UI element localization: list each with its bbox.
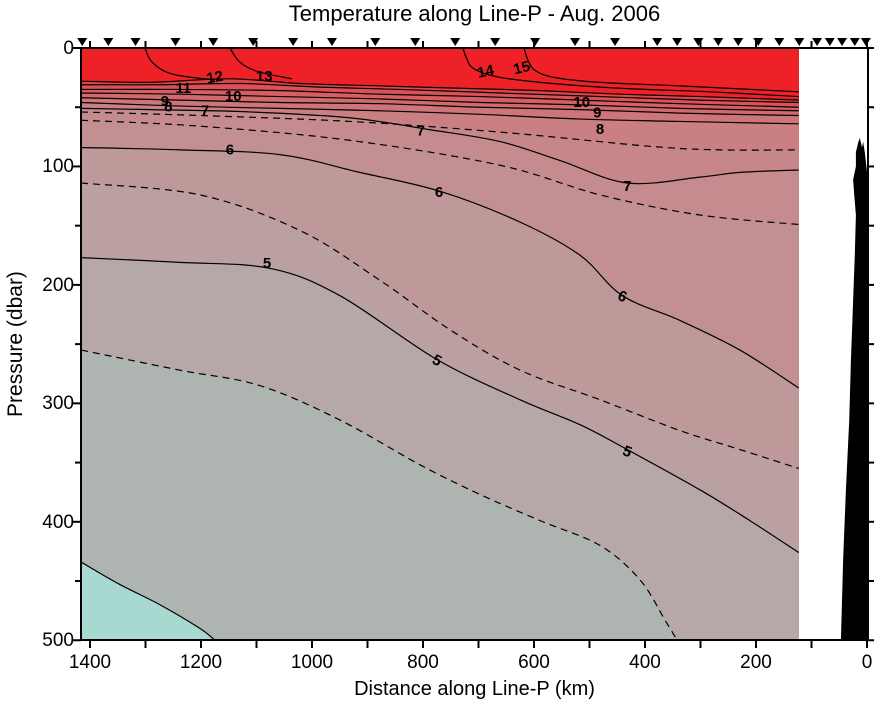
contour-label: 11	[175, 80, 191, 97]
station-marker-icon	[794, 38, 805, 46]
contour-label: 10	[573, 94, 590, 111]
chart-title: Temperature along Line-P - Aug. 2006	[288, 1, 661, 26]
station-marker-icon	[672, 38, 683, 46]
x-axis-label: Distance along Line-P (km)	[354, 678, 595, 700]
station-marker-icon	[450, 38, 461, 46]
contour-line-5	[81, 257, 800, 554]
y-tick-label: 100	[42, 156, 74, 178]
contour-line-8	[81, 101, 799, 125]
surface-outcrop-line-0	[144, 47, 215, 81]
bathymetry-silhouette	[840, 138, 868, 641]
y-tick-label: 500	[42, 630, 74, 652]
contour-line-14	[462, 47, 799, 98]
contour-line-13	[81, 78, 799, 101]
station-marker-icon	[713, 38, 724, 46]
station-marker-icon	[693, 38, 704, 46]
contour-line-6	[81, 146, 800, 389]
station-marker-icon	[812, 38, 823, 46]
station-marker-icon	[208, 38, 219, 46]
x-tick-label: 1400	[68, 652, 112, 673]
station-marker-icon	[837, 38, 848, 46]
station-marker-icon	[130, 38, 141, 46]
contour-line-15	[523, 47, 799, 93]
x-tick-label: 0	[861, 652, 873, 673]
y-tick-label: 400	[42, 511, 74, 533]
contour-label: 8	[596, 121, 604, 138]
contour-label: 10	[225, 88, 242, 105]
station-marker-icon	[77, 38, 88, 46]
contour-label: 13	[256, 68, 273, 85]
station-marker-icon	[570, 38, 581, 46]
contour-band-below-4.5	[81, 350, 678, 641]
station-marker-icon	[288, 38, 299, 46]
x-tick-label: 200	[740, 652, 772, 673]
contour-line-9	[81, 97, 799, 117]
x-tick-label: 800	[407, 652, 439, 673]
contour-label: 6	[435, 184, 443, 201]
station-marker-icon	[753, 38, 764, 46]
contour-label: 7	[623, 178, 631, 195]
contour-label: 7	[417, 122, 425, 139]
x-tick-label: 1000	[290, 652, 334, 673]
station-marker-icon	[774, 38, 785, 46]
contour-label: 12	[205, 68, 224, 88]
contour-label: 9	[593, 105, 601, 122]
contour-line-7	[81, 107, 799, 185]
contour-label: 6	[226, 141, 234, 158]
contour-line-4.5	[81, 349, 678, 641]
x-tick-label: 1200	[179, 652, 223, 673]
contour-line-10	[81, 92, 799, 112]
y-tick-label: 300	[42, 393, 74, 415]
station-marker-icon	[652, 38, 663, 46]
station-marker-icon	[530, 38, 541, 46]
contour-line-12	[81, 82, 799, 104]
y-tick-label: 200	[42, 274, 74, 296]
contour-label: 9	[161, 93, 169, 110]
station-marker-icon	[248, 38, 259, 46]
contour-line-4	[80, 561, 216, 641]
contour-label: 7	[201, 102, 209, 119]
station-marker-icon	[733, 38, 744, 46]
contour-label: 8	[164, 99, 172, 116]
contour-label: 15	[512, 58, 532, 79]
station-marker-icon	[860, 38, 871, 46]
surface-outcrop-line-1	[229, 47, 293, 80]
station-marker-icon	[103, 38, 114, 46]
contour-line-11	[81, 88, 799, 108]
y-tick-label: 0	[63, 38, 74, 59]
contour-line-7.5	[81, 111, 799, 151]
station-marker-icon	[326, 38, 337, 46]
station-marker-icon	[410, 38, 421, 46]
station-marker-icon	[849, 38, 860, 46]
x-tick-label: 400	[629, 652, 661, 673]
station-marker-icon	[824, 38, 835, 46]
station-marker-icon	[490, 38, 501, 46]
station-marker-icon	[170, 38, 181, 46]
contour-label: 14	[476, 62, 496, 82]
station-marker-icon	[610, 38, 621, 46]
x-tick-label: 600	[518, 652, 550, 673]
y-axis-label: Pressure (dbar)	[4, 271, 27, 417]
station-marker-icon	[370, 38, 381, 46]
contour-label: 5	[263, 255, 271, 272]
